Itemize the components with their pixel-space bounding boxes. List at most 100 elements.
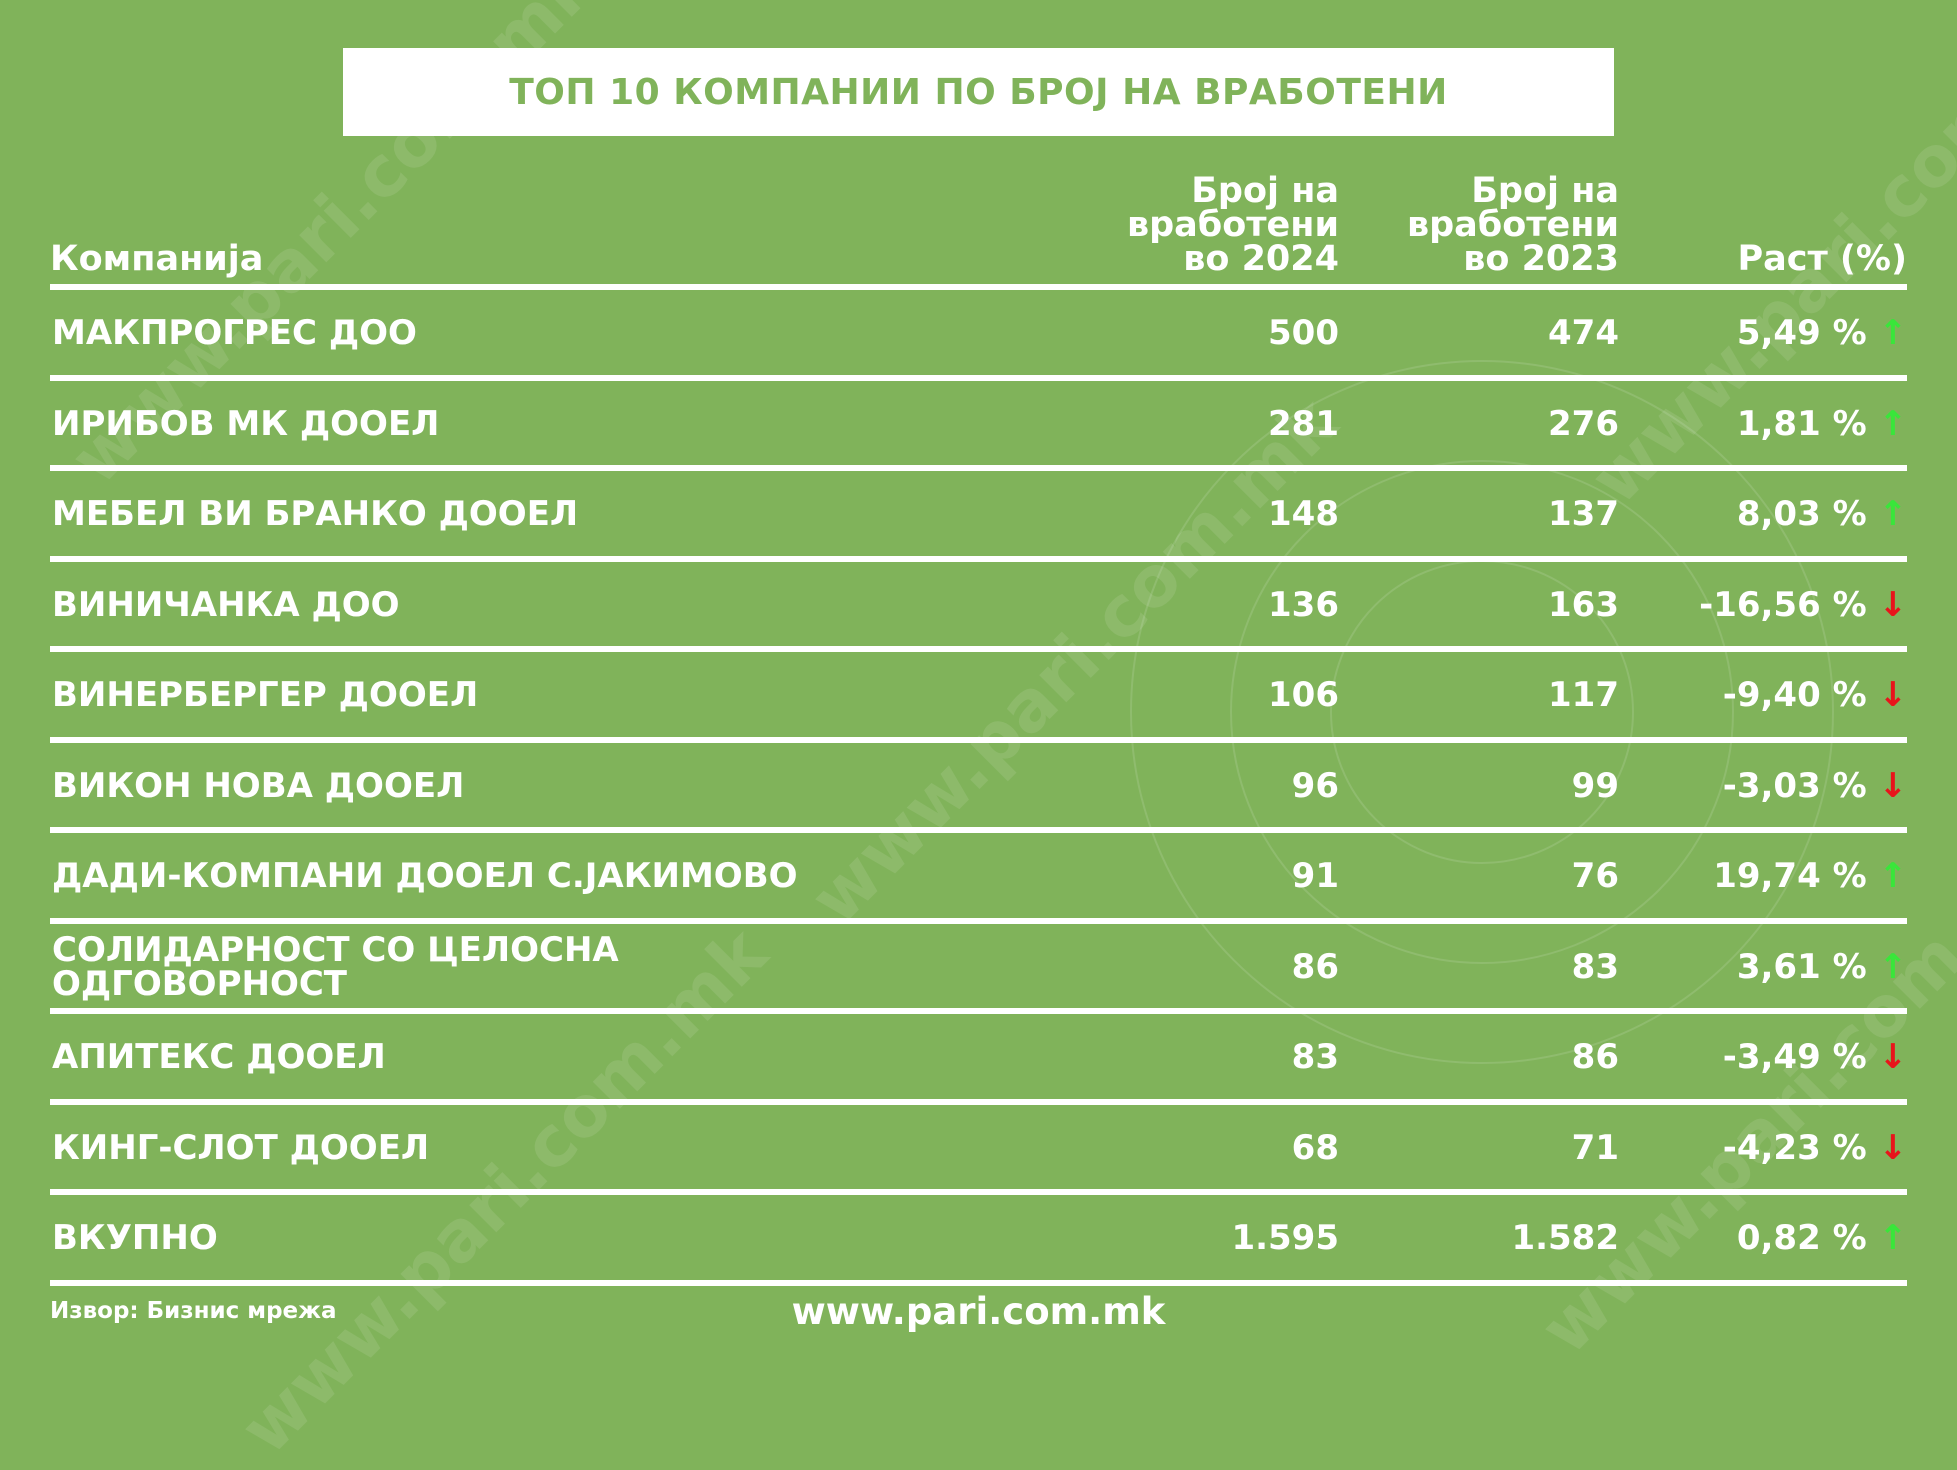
company-name-line: ВИНИЧАНКА ДОО [52, 584, 400, 625]
growth-value: 19,74 % [1713, 855, 1867, 896]
arrow-down-icon: ↓ [1878, 584, 1908, 625]
growth-cell: -3,49 % ↓ [1723, 1037, 1907, 1077]
employees-2023: 86 [1571, 1036, 1619, 1077]
employees-2023: 99 [1571, 765, 1619, 806]
table-header: Компанија Број на вработени во 2024 Број… [50, 168, 1907, 280]
employees-2024: 281 [1268, 403, 1339, 444]
growth-value: -16,56 % [1699, 584, 1867, 625]
growth-cell: 1,81 % ↑ [1737, 404, 1907, 444]
company-name-line: ДАДИ-КОМПАНИ ДООЕЛ С.ЈАКИМОВО [52, 855, 798, 896]
arrow-up-icon: ↑ [1878, 946, 1908, 987]
arrow-down-icon: ↓ [1878, 1036, 1908, 1077]
company-name: ИРИБОВ МК ДООЕЛ [52, 407, 812, 441]
table-row: СОЛИДАРНОСТ СО ЦЕЛОСНА ОДГОВОРНОСТ 86 83 3,6… [50, 924, 1907, 1009]
header-employees-2023: Број на вработени во 2023 [1406, 171, 1619, 279]
row-divider [50, 737, 1907, 743]
employees-2023: 163 [1548, 584, 1619, 625]
row-divider [50, 918, 1907, 924]
company-name: МАКПРОГРЕС ДОО [52, 316, 812, 350]
growth-value: 3,61 % [1736, 946, 1867, 987]
header-growth: Раст (%) [1737, 239, 1907, 279]
growth-cell: 19,74 % ↑ [1713, 856, 1907, 896]
row-divider [50, 827, 1907, 833]
employees-2023: 276 [1548, 403, 1619, 444]
growth-value: 8,03 % [1736, 493, 1867, 534]
company-name-line: ИРИБОВ МК ДООЕЛ [52, 403, 440, 444]
growth-value: -3,03 % [1722, 765, 1867, 806]
employees-2023: 117 [1548, 674, 1619, 715]
employees-2024: 83 [1291, 1036, 1339, 1077]
employees-2023: 71 [1571, 1127, 1619, 1168]
employees-2023: 1.582 [1511, 1217, 1619, 1258]
employees-2023: 474 [1548, 312, 1619, 353]
company-name: СОЛИДАРНОСТ СО ЦЕЛОСНА ОДГОВОРНОСТ [52, 933, 812, 1001]
row-divider [50, 1008, 1907, 1014]
table-row: ИРИБОВ МК ДООЕЛ 281 276 1,81 % ↑ [50, 381, 1907, 466]
employees-2023: 83 [1571, 946, 1619, 987]
employees-2024: 91 [1291, 855, 1339, 896]
footer-url: www.pari.com.mk [791, 1290, 1166, 1333]
employees-2023: 76 [1571, 855, 1619, 896]
company-name-line: МЕБЕЛ ВИ БРАНКО ДООЕЛ [52, 493, 579, 534]
employees-2024: 96 [1291, 765, 1339, 806]
employees-2024: 148 [1268, 493, 1339, 534]
company-name: ВИНЕРБЕРГЕР ДООЕЛ [52, 678, 812, 712]
row-divider [50, 1189, 1907, 1195]
growth-cell: 0,82 % ↑ [1737, 1218, 1907, 1258]
arrow-up-icon: ↑ [1878, 312, 1908, 353]
arrow-up-icon: ↑ [1878, 403, 1908, 444]
growth-value: 1,81 % [1736, 403, 1867, 444]
table-row: МЕБЕЛ ВИ БРАНКО ДООЕЛ 148 137 8,03 % ↑ [50, 471, 1907, 556]
growth-cell: 8,03 % ↑ [1737, 494, 1907, 534]
table-row: ВИНЕРБЕРГЕР ДООЕЛ 106 117 -9,40 % ↓ [50, 652, 1907, 737]
company-name: АПИТЕКС ДООЕЛ [52, 1040, 812, 1074]
arrow-down-icon: ↓ [1878, 674, 1908, 715]
header-employees-2024: Број на вработени во 2024 [1126, 171, 1339, 279]
table-row: ВИКОН НОВА ДООЕЛ 96 99 -3,03 % ↓ [50, 743, 1907, 828]
arrow-up-icon: ↑ [1878, 1217, 1908, 1258]
page-title: ТОП 10 КОМПАНИИ ПО БРОЈ НА ВРАБОТЕНИ [509, 71, 1448, 113]
employees-2024: 86 [1291, 946, 1339, 987]
row-divider [50, 646, 1907, 652]
growth-cell: 3,61 % ↑ [1737, 947, 1907, 987]
row-divider [50, 284, 1907, 290]
company-name-line: ВИНЕРБЕРГЕР ДООЕЛ [52, 674, 479, 715]
header-company: Компанија [50, 239, 264, 279]
growth-value: -9,40 % [1722, 674, 1867, 715]
company-name-line: АПИТЕКС ДООЕЛ [52, 1036, 386, 1077]
growth-value: 5,49 % [1736, 312, 1867, 353]
table-row: МАКПРОГРЕС ДОО 500 474 5,49 % ↑ [50, 290, 1907, 375]
company-name: ВИКОН НОВА ДООЕЛ [52, 769, 812, 803]
table-row: ВИНИЧАНКА ДОО 136 163 -16,56 % ↓ [50, 562, 1907, 647]
growth-value: -4,23 % [1722, 1127, 1867, 1168]
title-banner: ТОП 10 КОМПАНИИ ПО БРОЈ НА ВРАБОТЕНИ [343, 48, 1614, 136]
company-name-line: ВКУПНО [52, 1217, 218, 1258]
company-name: МЕБЕЛ ВИ БРАНКО ДООЕЛ [52, 497, 812, 531]
arrow-up-icon: ↑ [1878, 493, 1908, 534]
company-name-line: ВИКОН НОВА ДООЕЛ [52, 765, 465, 806]
employees-2023: 137 [1548, 493, 1619, 534]
total-row: ВКУПНО 1.595 1.582 0,82 % ↑ [50, 1195, 1907, 1280]
table-row: ДАДИ-КОМПАНИ ДООЕЛ С.ЈАКИМОВО 91 76 19,74 %… [50, 833, 1907, 918]
employees-2024: 106 [1268, 674, 1339, 715]
employees-2024: 1.595 [1231, 1217, 1339, 1258]
source-note: Извор: Бизнис мрежа [50, 1298, 337, 1324]
row-divider [50, 465, 1907, 471]
table-row: АПИТЕКС ДООЕЛ 83 86 -3,49 % ↓ [50, 1014, 1907, 1099]
growth-cell: -4,23 % ↓ [1723, 1128, 1907, 1168]
employees-2024: 68 [1291, 1127, 1339, 1168]
company-name-line: ОДГОВОРНОСТ [52, 963, 347, 1004]
growth-cell: -3,03 % ↓ [1723, 766, 1907, 806]
growth-cell: -9,40 % ↓ [1723, 675, 1907, 715]
row-divider [50, 1280, 1907, 1286]
arrow-up-icon: ↑ [1878, 855, 1908, 896]
company-name: КИНГ-СЛОТ ДООЕЛ [52, 1131, 812, 1165]
row-divider [50, 556, 1907, 562]
row-divider [50, 1099, 1907, 1105]
employees-2024: 500 [1268, 312, 1339, 353]
row-divider [50, 375, 1907, 381]
growth-value: -3,49 % [1722, 1036, 1867, 1077]
arrow-down-icon: ↓ [1878, 765, 1908, 806]
company-name-line: МАКПРОГРЕС ДОО [52, 312, 417, 353]
growth-cell: 5,49 % ↑ [1737, 313, 1907, 353]
